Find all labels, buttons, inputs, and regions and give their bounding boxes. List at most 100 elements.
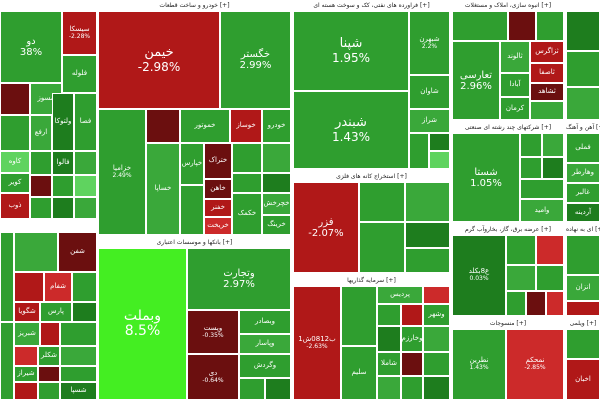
stock-tile[interactable]: [405, 248, 450, 273]
stock-tile[interactable]: ثاصفا: [530, 63, 564, 83]
stock-tile[interactable]: نطرین 1.43%: [452, 329, 506, 400]
stock-tile[interactable]: شیراز: [14, 366, 38, 382]
stock-tile[interactable]: شاملا: [377, 352, 401, 376]
stock-tile[interactable]: [401, 376, 423, 400]
stock-tile[interactable]: وامید: [520, 199, 564, 222]
stock-tile[interactable]: تعارسی 2.96%: [452, 41, 500, 120]
stock-tile[interactable]: ثالوند: [500, 41, 530, 73]
stock-tile[interactable]: ب0812ش1 -2.63%: [293, 286, 341, 400]
stock-tile[interactable]: شبریز: [14, 322, 40, 346]
stock-tile[interactable]: خودرو: [262, 109, 291, 143]
stock-tile[interactable]: شستا 1.05%: [452, 133, 520, 222]
stock-tile[interactable]: [14, 346, 38, 366]
stock-tile[interactable]: وبملت 8.5%: [98, 248, 187, 400]
stock-tile[interactable]: [262, 143, 291, 173]
stock-tile[interactable]: فملی: [566, 133, 600, 163]
stock-tile[interactable]: [60, 366, 97, 382]
stock-tile[interactable]: وشهر: [423, 304, 450, 326]
stock-tile[interactable]: وخارزم: [401, 326, 423, 352]
stock-tile[interactable]: [239, 378, 265, 400]
stock-tile[interactable]: ارفع: [30, 115, 52, 151]
stock-tile[interactable]: [14, 232, 58, 272]
stock-tile[interactable]: کاوه: [0, 151, 30, 173]
stock-tile[interactable]: کویر: [0, 173, 30, 193]
stock-tile[interactable]: خپارس: [180, 143, 204, 185]
stock-tile[interactable]: شپنا 1.95%: [293, 11, 409, 91]
stock-tile[interactable]: شبهرن 2.2%: [409, 11, 450, 75]
stock-tile[interactable]: [38, 366, 60, 382]
stock-tile[interactable]: [542, 157, 564, 179]
stock-tile[interactable]: وهارطر: [566, 163, 600, 183]
stock-tile[interactable]: نمحکم -2.85%: [506, 329, 564, 400]
stock-tile[interactable]: پردیس: [377, 286, 423, 304]
stock-tile[interactable]: خیمن -2.98%: [98, 11, 220, 109]
stock-tile[interactable]: [520, 157, 542, 179]
stock-tile[interactable]: خساپا: [146, 143, 180, 235]
stock-tile[interactable]: خکمک: [232, 193, 262, 235]
stock-tile[interactable]: [377, 326, 401, 352]
stock-tile[interactable]: آردینه: [566, 203, 600, 222]
stock-tile[interactable]: غالبر: [566, 183, 600, 203]
stock-tile[interactable]: [0, 322, 14, 400]
stock-tile[interactable]: خفنر: [204, 199, 232, 217]
stock-tile[interactable]: خچرخش: [262, 193, 291, 215]
stock-tile[interactable]: [30, 175, 52, 197]
stock-tile[interactable]: [506, 291, 526, 316]
stock-tile[interactable]: ثزاگرس: [530, 41, 564, 63]
stock-tile[interactable]: شسپا: [60, 382, 97, 400]
stock-tile[interactable]: [72, 272, 97, 302]
stock-tile[interactable]: خزامیا 2.49%: [98, 109, 146, 235]
stock-tile[interactable]: [265, 378, 291, 400]
stock-tile[interactable]: [40, 322, 60, 346]
stock-tile[interactable]: [536, 235, 564, 265]
stock-tile[interactable]: [566, 87, 600, 120]
stock-tile[interactable]: [72, 302, 97, 322]
stock-tile[interactable]: اخبان: [566, 359, 600, 400]
stock-tile[interactable]: [0, 83, 30, 115]
stock-tile[interactable]: فصا: [74, 93, 97, 151]
stock-tile[interactable]: [566, 329, 600, 359]
stock-tile[interactable]: [401, 352, 423, 376]
stock-tile[interactable]: [530, 101, 564, 120]
stock-tile[interactable]: [180, 185, 204, 235]
stock-tile[interactable]: [52, 175, 74, 197]
stock-tile[interactable]: انزان: [566, 275, 600, 301]
stock-tile[interactable]: [508, 11, 536, 41]
stock-tile[interactable]: شگویا: [14, 302, 40, 322]
stock-tile[interactable]: وپاسار: [239, 334, 291, 354]
stock-tile[interactable]: [423, 352, 450, 376]
stock-tile[interactable]: ولتوکا: [52, 93, 74, 151]
stock-tile[interactable]: [52, 197, 74, 219]
stock-tile[interactable]: [0, 232, 14, 322]
stock-tile[interactable]: [74, 175, 97, 197]
stock-tile[interactable]: کرمان: [500, 97, 530, 120]
stock-tile[interactable]: فلوله: [62, 55, 97, 93]
stock-tile[interactable]: [359, 222, 405, 273]
stock-tile[interactable]: وبصادر: [239, 310, 291, 334]
stock-tile[interactable]: [14, 382, 38, 400]
stock-tile[interactable]: [423, 376, 450, 400]
stock-tile[interactable]: خوساز: [230, 109, 262, 143]
stock-tile[interactable]: [506, 235, 536, 265]
stock-tile[interactable]: [401, 304, 423, 326]
stock-tile[interactable]: [423, 286, 450, 304]
stock-tile[interactable]: وپست -0.35%: [187, 310, 239, 354]
stock-tile[interactable]: وتجارت 2.97%: [187, 248, 291, 310]
stock-tile[interactable]: [526, 291, 546, 316]
stock-tile[interactable]: ع8بكلد 0.03%: [452, 235, 506, 316]
stock-tile[interactable]: [536, 11, 564, 41]
stock-tile[interactable]: [359, 182, 405, 222]
stock-tile[interactable]: [74, 151, 97, 175]
stock-tile[interactable]: [232, 143, 262, 173]
stock-tile[interactable]: [423, 326, 450, 352]
stock-tile[interactable]: دی -0.64%: [187, 354, 239, 400]
stock-tile[interactable]: آبادا: [500, 73, 530, 97]
stock-tile[interactable]: [30, 197, 52, 219]
stock-tile[interactable]: [60, 322, 97, 346]
stock-tile[interactable]: [405, 182, 450, 222]
stock-tile[interactable]: ذوب: [0, 193, 30, 219]
stock-tile[interactable]: وگردش: [239, 354, 291, 378]
stock-tile[interactable]: فالوا: [52, 151, 74, 175]
stock-tile[interactable]: سیسکا -2.28%: [62, 11, 97, 55]
stock-tile[interactable]: خگستر 2.99%: [220, 11, 291, 109]
